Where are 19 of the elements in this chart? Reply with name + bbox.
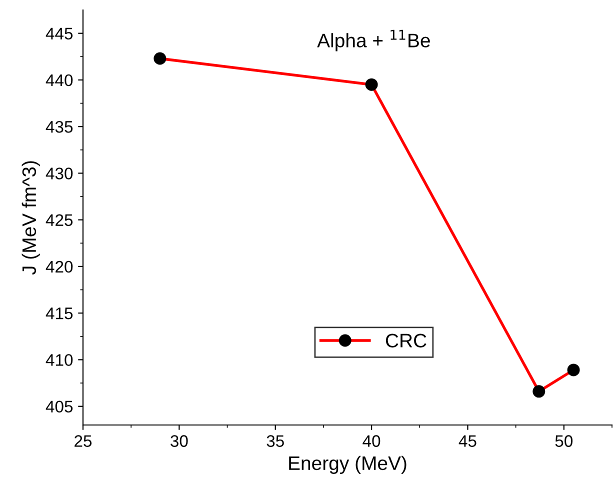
y-tick-label: 410 (46, 354, 73, 366)
x-tick-label: 25 (74, 435, 92, 447)
x-tick-label: 30 (170, 435, 188, 447)
y-tick-label: 430 (46, 168, 73, 180)
y-tick-label: 440 (46, 74, 73, 86)
x-tick-label: 35 (266, 435, 284, 447)
x-tick-label: 45 (458, 435, 476, 447)
y-tick-label: 415 (46, 308, 73, 320)
x-tick-label: 50 (555, 435, 573, 447)
annotation: Alpha + $^{11}$Be (317, 30, 430, 52)
x-tick-label: 40 (362, 435, 380, 447)
legend-label: CRC (386, 334, 426, 348)
y-tick-label: 420 (46, 260, 73, 273)
x-axis-title: Energy (MeV) (289, 456, 406, 474)
y-axis-title: J (MeV fm^3) (22, 161, 40, 275)
y-tick-label: 425 (46, 214, 73, 226)
y-tick-label: 405 (46, 400, 73, 413)
y-tick-label: 445 (46, 28, 73, 40)
y-tick-label: 435 (46, 120, 73, 133)
